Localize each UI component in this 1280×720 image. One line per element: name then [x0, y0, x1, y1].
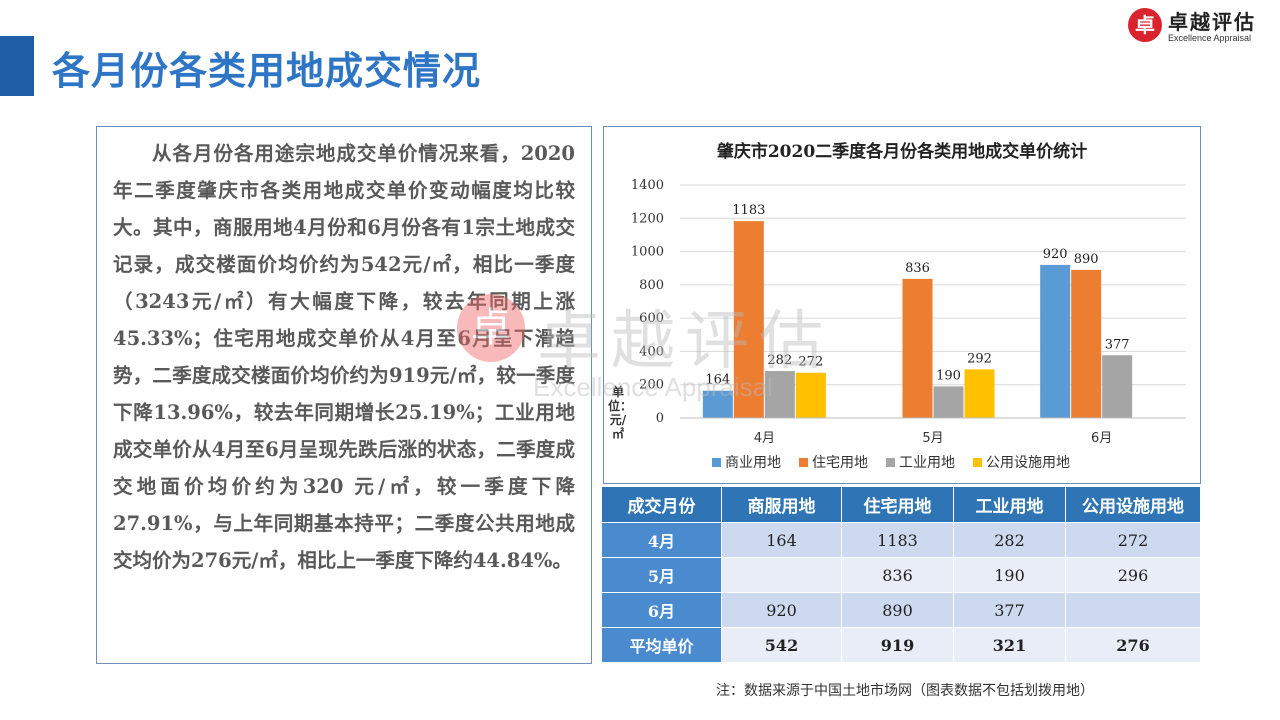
data-label: 292 — [967, 351, 992, 366]
table-header-cell: 公用设施用地 — [1065, 486, 1201, 523]
table-row-label: 平均单价 — [601, 627, 722, 663]
data-label: 282 — [767, 353, 792, 368]
table-cell: 377 — [953, 592, 1066, 628]
y-tick-label: 200 — [639, 378, 664, 393]
legend-swatch — [799, 458, 808, 467]
bar — [702, 390, 733, 418]
y-tick-label: 1000 — [631, 245, 664, 260]
table-cell: 276 — [1065, 627, 1201, 663]
y-tick-label: 400 — [639, 344, 664, 359]
table-header-cell: 成交月份 — [601, 486, 722, 523]
legend-swatch — [712, 458, 721, 467]
table-row-label: 4月 — [601, 522, 722, 558]
table-row: 6月 920 890 377 — [601, 592, 1201, 628]
table-cell — [721, 557, 842, 593]
x-tick-label: 4月 — [754, 431, 775, 446]
table-cell: 321 — [953, 627, 1066, 663]
table-cell: 920 — [721, 592, 842, 628]
source-footnote: 注：数据来源于中国土地市场网（图表数据不包括划拨用地） — [716, 683, 1094, 699]
table-header-cell: 商服用地 — [721, 486, 842, 523]
table-cell: 282 — [953, 522, 1066, 558]
price-table: 成交月份 商服用地 住宅用地 工业用地 公用设施用地 4月 164 1183 2… — [601, 486, 1201, 663]
bar — [733, 221, 764, 418]
legend-swatch — [973, 458, 982, 467]
table-row: 5月 836 190 296 — [601, 557, 1201, 593]
table-cell: 164 — [721, 522, 842, 558]
company-logo: 卓 卓越评估 Excellence Appraisal — [1128, 6, 1274, 46]
logo-mark-icon: 卓 — [1128, 8, 1162, 42]
analysis-paragraph: 从各月份各用途宗地成交单价情况来看，2020年二季度肇庆市各类用地成交单价变动幅… — [113, 142, 575, 572]
y-tick-label: 1200 — [631, 211, 664, 226]
table-cell: 890 — [841, 592, 954, 628]
data-label: 272 — [798, 355, 823, 370]
logo-chinese-name: 卓越评估 — [1168, 10, 1256, 34]
x-tick-label: 5月 — [922, 431, 943, 446]
page-title: 各月份各类用地成交情况 — [52, 49, 482, 93]
table-cell: 919 — [841, 627, 954, 663]
data-label: 377 — [1105, 337, 1130, 352]
title-accent-bar — [0, 36, 34, 96]
legend-label: 住宅用地 — [812, 455, 868, 471]
data-label: 920 — [1043, 247, 1068, 262]
y-tick-label: 600 — [639, 311, 664, 326]
table-row: 4月 164 1183 282 272 — [601, 522, 1201, 558]
table-cell: 542 — [721, 627, 842, 663]
bar — [1071, 269, 1102, 418]
table-row-label: 5月 — [601, 557, 722, 593]
table-cell: 836 — [841, 557, 954, 593]
legend-label: 商业用地 — [725, 455, 781, 471]
bar — [1040, 264, 1071, 418]
table-header-row: 成交月份 商服用地 住宅用地 工业用地 公用设施用地 — [601, 486, 1201, 523]
table-cell: 272 — [1065, 522, 1201, 558]
bar — [902, 278, 933, 418]
table-row: 平均单价 542 919 321 276 — [601, 627, 1201, 663]
data-label: 836 — [905, 261, 930, 276]
table-header-cell: 住宅用地 — [841, 486, 954, 523]
table-row-label: 6月 — [601, 592, 722, 628]
legend-label: 公用设施用地 — [986, 455, 1070, 471]
chart-title: 肇庆市2020二季度各月份各类用地成交单价统计 — [716, 142, 1088, 162]
data-label: 890 — [1074, 252, 1099, 267]
bar — [1102, 355, 1133, 418]
y-tick-label: 800 — [639, 278, 664, 293]
table-cell: 1183 — [841, 522, 954, 558]
y-tick-label: 0 — [656, 411, 664, 426]
table-cell: 190 — [953, 557, 1066, 593]
data-label: 190 — [936, 368, 961, 383]
data-label: 164 — [705, 373, 730, 388]
data-label: 1183 — [732, 203, 765, 218]
table-cell — [1065, 592, 1201, 628]
bar — [964, 369, 995, 418]
legend-label: 工业用地 — [899, 455, 955, 471]
legend-swatch — [886, 458, 895, 467]
x-tick-label: 6月 — [1091, 431, 1112, 446]
analysis-text-box: 从各月份各用途宗地成交单价情况来看，2020年二季度肇庆市各类用地成交单价变动幅… — [96, 126, 592, 664]
logo-english-name: Excellence Appraisal — [1168, 33, 1252, 43]
bar — [764, 371, 795, 418]
bar — [933, 386, 964, 418]
bar-chart-panel: 肇庆市2020二季度各月份各类用地成交单价统计 单位：元/㎡ 0 200 400 60… — [603, 126, 1201, 484]
bar — [795, 372, 826, 418]
bar-chart: 0 200 400 600 800 1000 1200 1400 164 1183 282 272 4月… — [631, 178, 1186, 471]
y-tick-label: 1400 — [631, 178, 664, 193]
y-axis-label: 单位：元/㎡ — [608, 385, 633, 441]
table-header-cell: 工业用地 — [953, 486, 1066, 523]
table-cell: 296 — [1065, 557, 1201, 593]
